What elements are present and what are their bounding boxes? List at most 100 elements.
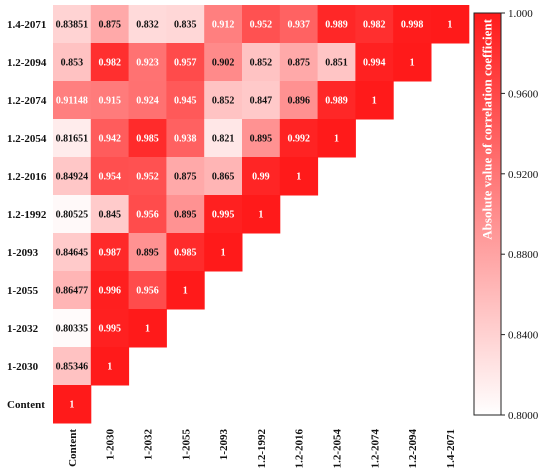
heatmap-cell: 0.942 (90, 119, 130, 158)
colorbar-tick-label: 0.8800 (508, 249, 539, 261)
row-labels: 1.4-2071 1.2-2094 1.2-2074 1.2-2054 1.2-2016… (7, 19, 47, 411)
cell-value: 0.875 (287, 58, 310, 69)
cell-rect (128, 119, 167, 158)
heatmap-cell: 0.83851 (53, 5, 92, 44)
cell-value: 0.80335 (56, 324, 89, 335)
cell-value: 0.998 (401, 20, 424, 31)
row-label: Content (7, 399, 45, 411)
cell-rect (204, 5, 243, 44)
column-label: 1-2032 (143, 429, 155, 461)
row-label: 1-2055 (7, 285, 39, 297)
heatmap-cell: 0.902 (204, 43, 243, 82)
heatmap-cell: 0.847 (242, 81, 281, 120)
cell-rect (53, 157, 92, 196)
cell-rect (355, 81, 394, 120)
cell-value: 0.81651 (56, 134, 89, 145)
heatmap-cell: 0.982 (355, 5, 394, 44)
cell-value: 0.847 (250, 96, 273, 107)
column-label: 1-2030 (105, 429, 117, 461)
cell-value: 0.875 (174, 172, 197, 183)
cell-rect (242, 81, 281, 120)
heatmap-cell: 1 (355, 81, 394, 120)
heatmap-cell: 0.91148 (53, 81, 92, 120)
cell-rect (90, 195, 130, 234)
cell-rect (128, 43, 167, 82)
colorbar-tick-label: 0.8400 (508, 330, 539, 342)
cell-value: 0.821 (212, 134, 235, 145)
cell-value: 0.99 (252, 172, 270, 183)
cell-rect (279, 43, 319, 82)
cell-rect (90, 309, 130, 348)
row-label: 1-2093 (7, 247, 39, 259)
row-label: 1-2032 (7, 323, 39, 335)
cell-rect (242, 43, 281, 82)
cell-rect (204, 157, 243, 196)
cell-rect (90, 119, 130, 158)
cell-value: 0.982 (363, 20, 386, 31)
cell-rect (242, 119, 281, 158)
cell-value: 0.851 (325, 58, 348, 69)
cell-rect (279, 119, 319, 158)
cell-value: 0.912 (212, 20, 235, 31)
heatmap-cell: 1 (317, 119, 356, 158)
cell-rect (431, 5, 470, 44)
cell-rect (242, 195, 281, 234)
column-label: 1.4-2071 (445, 429, 457, 468)
cell-rect (53, 119, 92, 158)
heatmap-cell: 0.895 (128, 233, 167, 272)
heatmap-cell: 0.994 (355, 43, 394, 82)
cell-rect (204, 81, 243, 120)
row-label: 1.4-2071 (7, 19, 46, 31)
heatmap-cell: 0.851 (317, 43, 356, 82)
heatmap-cell: 0.86477 (53, 271, 92, 310)
cell-value: 0.942 (98, 134, 121, 145)
cell-rect (53, 271, 92, 310)
heatmap-cell: 0.985 (128, 119, 167, 158)
cell-rect (90, 5, 130, 44)
heatmap-cell: 0.895 (166, 195, 205, 234)
cell-value: 1 (410, 58, 415, 69)
cell-value: 0.923 (136, 58, 159, 69)
cell-rect (166, 233, 205, 272)
cell-value: 0.915 (98, 96, 121, 107)
cell-rect (128, 309, 167, 348)
heatmap-cell: 1 (393, 43, 432, 82)
cell-value: 0.83851 (56, 20, 89, 31)
heatmap-cell: 1 (242, 195, 281, 234)
heatmap-cell: 0.835 (166, 5, 205, 44)
cell-value: 0.994 (363, 58, 386, 69)
cell-rect (204, 195, 243, 234)
heatmap-cell: 0.99 (242, 157, 281, 196)
heatmap-cell: 0.84645 (53, 233, 92, 272)
heatmap-cell: 0.957 (166, 43, 205, 82)
cell-value: 0.954 (98, 172, 121, 183)
cell-rect (53, 81, 92, 120)
heatmap-cells: 0.83851 0.875 0.832 0.835 0.912 0.952 0.937 0.9… (53, 5, 470, 424)
column-label: 1-2055 (180, 429, 192, 461)
heatmap-cell: 0.937 (279, 5, 319, 44)
cell-rect (128, 81, 167, 120)
cell-value: 0.853 (61, 58, 84, 69)
heatmap-cell: 0.954 (90, 157, 130, 196)
heatmap-cell: 0.85346 (53, 347, 92, 386)
heatmap-cell: 1 (279, 157, 319, 196)
heatmap-cell: 0.915 (90, 81, 130, 120)
cell-rect (355, 5, 394, 44)
heatmap-cell: 0.853 (53, 43, 92, 82)
cell-rect (393, 5, 432, 44)
heatmap-cell: 0.912 (204, 5, 243, 44)
cell-rect (53, 5, 92, 44)
cell-rect (166, 271, 205, 310)
cell-value: 0.865 (212, 172, 235, 183)
cell-value: 0.945 (174, 96, 197, 107)
heatmap-cell: 1 (53, 385, 92, 424)
heatmap-cell: 1 (431, 5, 470, 44)
heatmap-cell: 0.995 (90, 309, 130, 348)
cell-value: 1 (372, 96, 377, 107)
cell-value: 0.895 (250, 134, 273, 145)
cell-rect (90, 43, 130, 82)
cell-rect (53, 233, 92, 272)
row-label: 1.2-2054 (7, 133, 47, 145)
cell-value: 0.924 (136, 96, 159, 107)
